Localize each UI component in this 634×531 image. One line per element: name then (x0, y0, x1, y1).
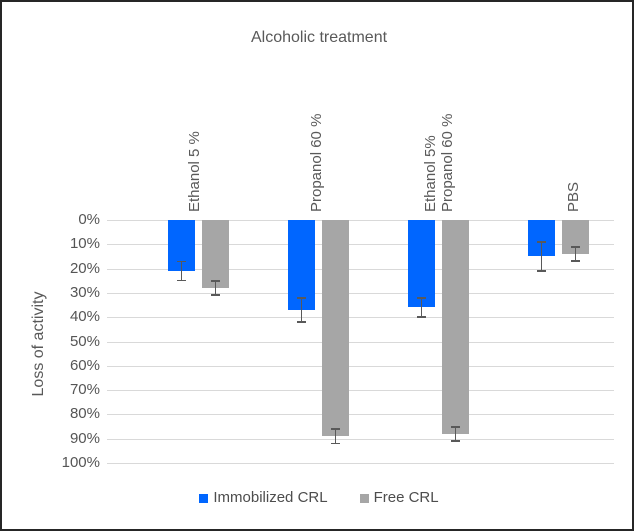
error-bar (180, 261, 183, 281)
error-bar (334, 428, 337, 444)
error-bar-cap (331, 442, 340, 445)
legend-label-free-crl: Free CRL (373, 489, 439, 506)
error-bar-cap (297, 297, 306, 299)
legend-swatch-immobilized-crl-icon (199, 493, 209, 503)
error-bar-cap (297, 321, 306, 323)
error-bar (540, 241, 543, 272)
error-bar-cap (331, 428, 340, 430)
category-label: Propanol 60 % (307, 113, 325, 212)
chart-title: Alcoholic treatment (250, 29, 388, 46)
y-tick-label: 0% (78, 211, 100, 228)
error-bar (420, 297, 423, 318)
error-bar-cap (417, 316, 426, 318)
bar-free-crl (202, 220, 229, 289)
legend-label-immobilized-crl: Immobilized CRL (213, 489, 328, 506)
gridline (107, 414, 614, 416)
error-bar (214, 280, 217, 296)
y-tick-label: 80% (69, 405, 100, 423)
error-bar-cap (417, 297, 426, 299)
gridline (107, 317, 614, 319)
bar-immobilized-crl (288, 220, 315, 310)
error-bar-cap (571, 246, 580, 248)
y-tick-label: 30% (69, 283, 100, 301)
error-bar-cap (537, 270, 546, 272)
error-bar-cap (451, 426, 460, 428)
bar-free-crl (442, 220, 469, 434)
category-label: Ethanol 5% Propanol 60 % (422, 113, 456, 212)
error-bar-cap (537, 241, 546, 243)
gridline (107, 390, 614, 392)
legend-item-immobilized-crl: Immobilized CRL (199, 489, 328, 507)
gridline (107, 244, 614, 246)
error-bar (574, 246, 577, 262)
gridline (107, 365, 614, 367)
error-bar-cap (177, 279, 186, 282)
error-bar-cap (177, 260, 186, 263)
error-bar-cap (451, 440, 460, 442)
y-tick-label: 10% (69, 235, 100, 253)
category-label: Ethanol 5 % (185, 131, 203, 212)
gridline (107, 341, 614, 343)
error-bar-cap (571, 260, 580, 262)
y-tick-label: 50% (69, 332, 100, 350)
error-bar-cap (211, 294, 220, 296)
legend-swatch-free-crl-icon (359, 493, 369, 503)
bar-free-crl (322, 220, 349, 437)
legend-item-free-crl: Free CRL (359, 489, 439, 507)
gridline (107, 220, 614, 221)
error-bar (454, 426, 457, 442)
error-bar (300, 297, 303, 323)
gridline (107, 292, 614, 294)
error-bar-cap (211, 280, 220, 282)
y-tick-label: 60% (69, 356, 100, 374)
y-tick-label: 90% (69, 429, 100, 447)
bar-immobilized-crl (408, 220, 435, 308)
gridline (107, 463, 614, 464)
category-label: PBS (564, 181, 582, 212)
y-tick-label: 100% (61, 454, 100, 471)
y-tick-label: 70% (69, 381, 100, 399)
gridline (107, 438, 614, 440)
legend: Immobilized CRL Free CRL (2, 489, 632, 507)
y-tick-label: 40% (69, 308, 100, 326)
gridline (107, 268, 614, 270)
y-tick-label: 20% (69, 259, 100, 277)
